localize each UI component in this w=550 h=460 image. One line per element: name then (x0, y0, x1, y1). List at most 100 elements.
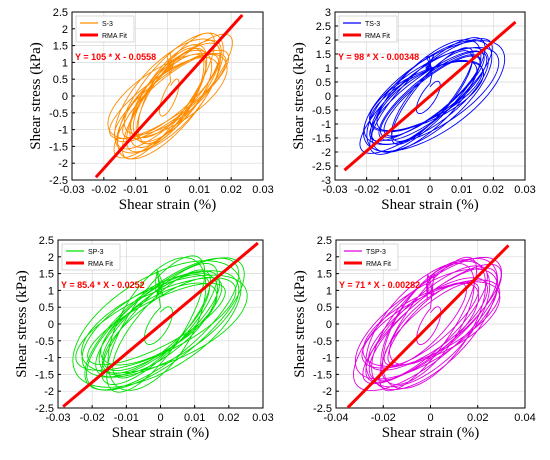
legend-entry: SP-3 (88, 249, 104, 256)
y-tick-label: -2 (44, 386, 54, 398)
y-tick-label: 2 (326, 252, 332, 264)
y-axis-label: Shear stress (kPa) (291, 42, 307, 149)
y-tick-label: -1 (321, 119, 331, 131)
fit-equation-annotation: Y = 71 * X - 0.00282 (339, 280, 420, 290)
x-tick-label: 0 (157, 412, 163, 424)
x-tick-label: -0.03 (322, 184, 347, 196)
y-tick-label: -0.5 (313, 336, 332, 348)
x-tick-label: 0.01 (189, 184, 210, 196)
x-tick-label: 0 (427, 412, 433, 424)
y-tick-label: 2.5 (53, 7, 68, 19)
x-tick-label: -0.01 (386, 184, 411, 196)
legend-entry: S-3 (102, 21, 113, 28)
y-axis-label: Shear stress (kPa) (14, 270, 30, 377)
y-axis-label: Shear stress (kPa) (292, 270, 308, 377)
x-tick-label: 0.04 (514, 412, 535, 424)
x-tick-label: -0.02 (354, 184, 379, 196)
x-tick-label: -0.03 (45, 412, 70, 424)
y-axis-label: Shear stress (kPa) (28, 42, 44, 149)
y-tick-label: 0.5 (53, 74, 68, 86)
x-tick-label: 0.01 (184, 412, 205, 424)
legend-entry: RMA Fit (102, 33, 127, 40)
series-line-s-3 (107, 32, 233, 160)
y-tick-label: 1 (48, 285, 54, 297)
x-axis-label: Shear strain (%) (119, 197, 216, 213)
y-tick-label: 0.5 (39, 302, 54, 314)
y-tick-label: 2.5 (316, 21, 331, 33)
chart-panel-4: -0.04 -0.02 0 0.02 0.04 -2.5 -2 -1.5 -1 -0.5 0 0.5 1… (292, 235, 536, 441)
x-tick-label: -0.01 (114, 412, 139, 424)
series-layer (62, 241, 259, 408)
y-tick-label: -2.5 (49, 175, 68, 187)
x-tick-label: -0.04 (323, 412, 348, 424)
y-tick-label: 2 (48, 252, 54, 264)
x-tick-label: -0.02 (91, 184, 116, 196)
y-tick-label: 0 (326, 319, 332, 331)
y-tick-label: -3 (321, 175, 331, 187)
x-tick-label: 0.01 (451, 184, 472, 196)
y-tick-label: 0 (62, 91, 68, 103)
y-tick-label: 0.5 (316, 77, 331, 89)
y-tick-label: 1 (325, 63, 331, 75)
chart-panel-2: -0.03 -0.02 -0.01 0 0.01 0.02 0.03 -3 -2.5 -2 -1.5… (291, 7, 536, 213)
x-tick-label: 0.02 (220, 184, 241, 196)
y-tick-label: -0.5 (312, 105, 331, 117)
x-axis-label: Shear strain (%) (382, 425, 479, 441)
y-tick-label: -1 (44, 353, 54, 365)
rma-fit-line (62, 241, 259, 408)
y-tick-label: 0 (325, 91, 331, 103)
legend-entry: TSP-3 (366, 249, 386, 256)
x-axis-label: Shear strain (%) (112, 425, 209, 441)
legend-entry: TS-3 (365, 21, 380, 28)
series-line-ts-3 (359, 37, 506, 155)
chart-panel-3: -0.03 -0.02 -0.01 0 0.01 0.02 0.03 -2.5 -2 -1.5 -1… (14, 235, 274, 441)
y-tick-label: -2.5 (312, 161, 331, 173)
x-tick-label: 0.02 (218, 412, 239, 424)
y-tick-label: -2 (322, 386, 332, 398)
series-layer (94, 13, 244, 179)
y-tick-label: 2 (325, 35, 331, 47)
x-axis-label: Shear strain (%) (381, 197, 478, 213)
y-tick-label: 0.5 (317, 302, 332, 314)
fit-equation-annotation: Y = 85.4 * X - 0.0252 (61, 280, 145, 290)
y-tick-label: -1.5 (313, 369, 332, 381)
y-tick-label: 0 (48, 319, 54, 331)
y-tick-label: -2 (321, 147, 331, 159)
legend: TSP-3 RMA Fit (339, 243, 399, 271)
y-tick-label: -2.5 (313, 403, 332, 415)
y-tick-label: -2.5 (35, 403, 54, 415)
rma-fit-line (94, 13, 244, 179)
fit-equation-annotation: Y = 98 * X - 0.00348 (338, 52, 419, 62)
x-tick-label: 0.02 (483, 184, 504, 196)
series-layer (343, 20, 517, 172)
y-tick-label: 1.5 (39, 269, 54, 281)
legend: S-3 RMA Fit (75, 15, 135, 43)
x-tick-label: 0.03 (252, 412, 273, 424)
y-tick-label: 1.5 (53, 41, 68, 53)
y-tick-label: -0.5 (35, 336, 54, 348)
y-tick-label: -1 (322, 353, 332, 365)
fit-equation-annotation: Y = 105 * X - 0.0558 (75, 52, 156, 62)
rma-fit-line (346, 244, 510, 408)
y-tick-label: 1 (62, 57, 68, 69)
x-tick-label: -0.02 (80, 412, 105, 424)
x-tick-label: -0.01 (123, 184, 148, 196)
chart-panel-1: -0.03 -0.02 -0.01 0 0.01 0.02 0.03 -2.5 -2 -1.5 -1… (28, 7, 274, 213)
x-tick-label: 0.02 (467, 412, 488, 424)
series-line-tsp-3 (353, 256, 503, 392)
x-tick-label: 0.03 (252, 184, 273, 196)
y-tick-label: -1 (58, 125, 68, 137)
x-tick-label: 0 (427, 184, 433, 196)
x-tick-label: -0.03 (59, 184, 84, 196)
legend-entry: RMA Fit (365, 33, 390, 40)
y-tick-label: 1.5 (317, 269, 332, 281)
y-tick-label: 2 (62, 24, 68, 36)
y-tick-label: -1.5 (312, 133, 331, 145)
legend-entry: RMA Fit (366, 261, 391, 268)
x-tick-label: 0.03 (514, 184, 535, 196)
legend: TS-3 RMA Fit (338, 15, 398, 43)
y-tick-label: 3 (325, 7, 331, 19)
y-tick-label: -2 (58, 158, 68, 170)
y-tick-label: 2.5 (317, 235, 332, 247)
